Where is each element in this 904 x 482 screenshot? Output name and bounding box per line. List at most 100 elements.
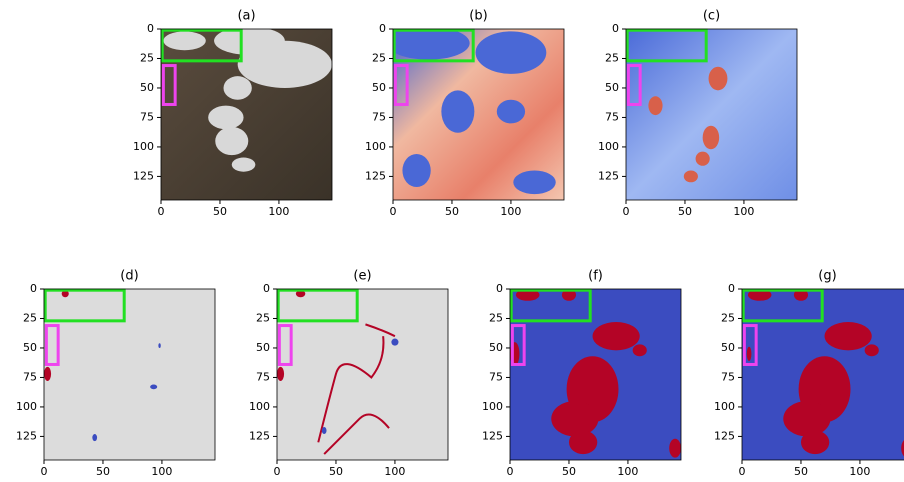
y-tick-label: 25 <box>721 311 735 324</box>
y-tick-label: 75 <box>140 110 154 123</box>
panel-title: (d) <box>120 269 138 284</box>
image-blob <box>158 343 160 348</box>
image-blob <box>163 31 205 50</box>
y-tick-label: 75 <box>23 370 37 383</box>
panel: (f)0501000255075100125 <box>482 269 681 479</box>
y-tick-label: 25 <box>140 51 154 64</box>
y-tick-label: 100 <box>482 400 503 413</box>
x-tick-label: 50 <box>678 205 692 218</box>
image-blob <box>44 367 51 381</box>
x-tick-label: 50 <box>329 465 343 478</box>
image-blob <box>684 171 698 183</box>
x-tick-label: 100 <box>384 465 405 478</box>
y-tick-label: 0 <box>612 22 619 35</box>
y-tick-label: 125 <box>365 169 386 182</box>
x-tick-label: 50 <box>445 205 459 218</box>
y-tick-label: 125 <box>598 169 619 182</box>
y-tick-label: 25 <box>23 311 37 324</box>
y-tick-label: 25 <box>256 311 270 324</box>
image-blob <box>593 322 640 350</box>
image-blob <box>476 31 547 73</box>
y-tick-label: 100 <box>133 140 154 153</box>
image <box>161 27 332 200</box>
x-tick-label: 50 <box>96 465 110 478</box>
image-region <box>626 29 797 200</box>
y-tick-label: 75 <box>372 110 386 123</box>
y-tick-label: 75 <box>256 370 270 383</box>
image-region <box>277 289 448 460</box>
y-tick-label: 75 <box>721 370 735 383</box>
image <box>510 289 681 460</box>
y-tick-label: 50 <box>140 81 154 94</box>
panel: (a) 0 50 100 0 25 50 75 100 125 <box>133 9 332 219</box>
image-blob <box>238 41 332 88</box>
image-blob <box>696 152 710 166</box>
image-blob <box>232 158 256 172</box>
panel-title: (c) <box>703 9 720 24</box>
panel-title: (e) <box>353 269 371 284</box>
image <box>626 29 797 200</box>
x-tick-label: 0 <box>158 205 165 218</box>
y-tick-label: 0 <box>379 22 386 35</box>
y-tick-label: 25 <box>489 311 503 324</box>
y-tick-label: 125 <box>482 429 503 442</box>
image-blob <box>783 401 830 436</box>
x-tick-label: 0 <box>41 465 48 478</box>
y-tick-label: 0 <box>147 22 154 35</box>
image-blob <box>92 434 97 441</box>
y-tick-label: 75 <box>605 110 619 123</box>
panel-title: (a) <box>237 9 255 24</box>
figure: (a) 0 50 100 0 25 50 75 100 125 (b) 0 50 100 0 25 50 75 10… <box>0 0 904 482</box>
x-tick-label: 100 <box>268 205 289 218</box>
panel: (b)0501000255075100125 <box>365 9 564 219</box>
image <box>387 27 564 200</box>
y-tick-label: 50 <box>605 81 619 94</box>
panel-title: (f) <box>588 269 603 284</box>
image-blob <box>801 431 829 455</box>
image-blob <box>703 126 720 150</box>
panel-title: (b) <box>469 9 487 24</box>
x-tick-label: 100 <box>151 465 172 478</box>
y-tick-label: 50 <box>23 341 37 354</box>
x-tick-label: 100 <box>617 465 638 478</box>
x-tick-label: 50 <box>213 205 227 218</box>
image-blob <box>865 344 879 356</box>
panel: (d)0501000255075100125 <box>16 269 215 479</box>
y-tick-label: 125 <box>714 429 735 442</box>
image-blob <box>215 127 248 155</box>
x-tick-label: 0 <box>274 465 281 478</box>
y-tick-label: 100 <box>16 400 37 413</box>
x-tick-label: 100 <box>500 205 521 218</box>
y-tick-label: 50 <box>721 341 735 354</box>
y-tick-label: 100 <box>598 140 619 153</box>
y-tick-label: 125 <box>133 169 154 182</box>
y-tick-label: 50 <box>256 341 270 354</box>
image-blob <box>441 90 474 132</box>
image-blob <box>747 347 752 361</box>
y-tick-label: 25 <box>372 51 386 64</box>
y-tick-label: 75 <box>489 370 503 383</box>
panel-title: (g) <box>818 269 836 284</box>
image-blob <box>633 344 647 356</box>
y-tick-label: 125 <box>249 429 270 442</box>
x-tick-label: 100 <box>849 465 870 478</box>
y-tick-label: 0 <box>30 282 37 295</box>
image <box>44 289 215 460</box>
image <box>277 289 448 460</box>
y-tick-label: 100 <box>249 400 270 413</box>
y-tick-label: 0 <box>728 282 735 295</box>
image-blob <box>825 322 872 350</box>
x-tick-label: 0 <box>739 465 746 478</box>
image-blob <box>224 76 252 100</box>
image-blob <box>402 154 430 187</box>
image-blob <box>648 96 662 115</box>
x-tick-label: 0 <box>623 205 630 218</box>
image-blob <box>709 67 728 91</box>
image-blob <box>391 339 398 346</box>
image-blob <box>322 427 327 434</box>
y-tick-label: 100 <box>714 400 735 413</box>
y-tick-label: 100 <box>365 140 386 153</box>
x-tick-label: 50 <box>794 465 808 478</box>
